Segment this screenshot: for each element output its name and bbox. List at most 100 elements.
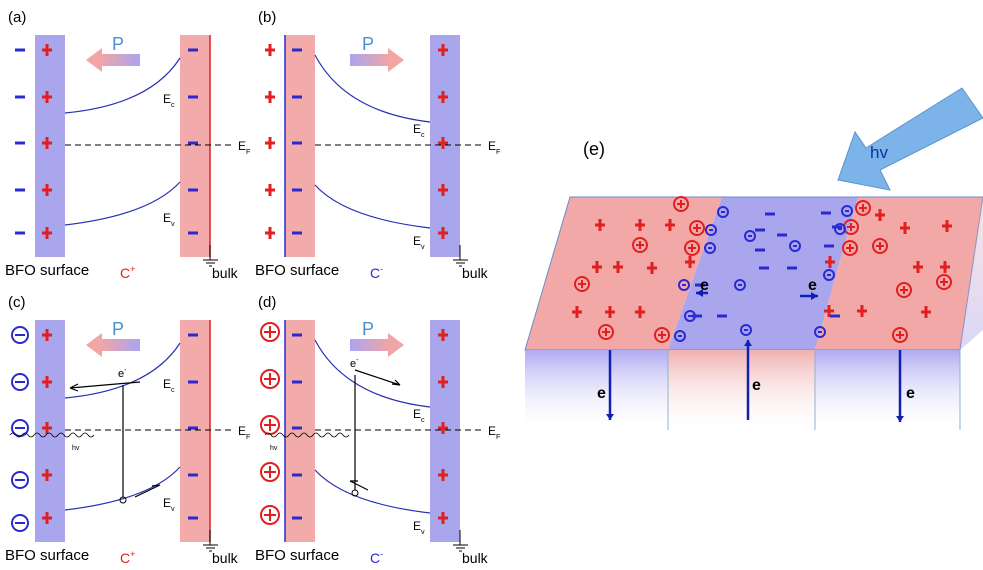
energy-label: Ev xyxy=(163,496,175,513)
figure: (a)PEcEFEvBFO surfaceC+bulk(b)PEcEFEvBFO… xyxy=(0,0,983,565)
front-blue-right xyxy=(815,350,960,435)
panel-label: (b) xyxy=(258,9,276,26)
p-arrow xyxy=(350,54,390,66)
label-script: F xyxy=(496,147,501,156)
right-layer xyxy=(180,35,210,257)
light-label: hv xyxy=(72,445,80,452)
label-main: E xyxy=(488,139,496,153)
carrier-sup: - xyxy=(380,264,383,274)
label-main: E xyxy=(163,377,171,391)
light-label: hv xyxy=(870,143,888,162)
panel-label: (e) xyxy=(583,139,605,159)
bulk-label: bulk xyxy=(462,265,489,281)
p-label: P xyxy=(112,319,124,339)
label-main: E xyxy=(413,407,421,421)
energy-label: Ev xyxy=(163,211,175,228)
energy-label: EF xyxy=(488,139,501,156)
label-main: E xyxy=(413,234,421,248)
energy-label: Ec xyxy=(413,407,425,424)
energy-label: Ev xyxy=(413,234,425,251)
label-script: v xyxy=(171,219,175,228)
left-layer xyxy=(285,35,315,257)
energy-label: EF xyxy=(238,139,251,156)
bulk-label: bulk xyxy=(212,550,239,565)
p-label: P xyxy=(362,34,374,54)
light-label: hv xyxy=(270,445,278,452)
panel-label: (c) xyxy=(8,294,26,311)
valence-band xyxy=(315,185,430,228)
surface-label: BFO surface xyxy=(5,547,89,564)
carrier-sup: + xyxy=(130,549,135,559)
carrier-label: C+ xyxy=(120,264,135,281)
p-arrow-head xyxy=(86,48,102,72)
energy-label: Ec xyxy=(413,122,425,139)
p-arrow xyxy=(100,339,140,351)
panel-label: (a) xyxy=(8,9,26,26)
p-arrow-head xyxy=(86,333,102,357)
label-script: F xyxy=(246,432,251,441)
energy-label: Ev xyxy=(413,519,425,536)
energy-label: Ec xyxy=(163,92,175,109)
label-main: E xyxy=(238,139,246,153)
energy-label: EF xyxy=(488,424,501,441)
surface-label: BFO surface xyxy=(255,262,339,279)
electron-label: e xyxy=(752,377,761,394)
label-main: E xyxy=(163,92,171,106)
label-script: c xyxy=(421,415,425,424)
energy-label: Ec xyxy=(163,377,175,394)
hole xyxy=(120,497,126,503)
panel: (c)PEcEFEvBFO surfaceC+bulkhve- xyxy=(5,294,251,565)
p-arrow xyxy=(350,339,390,351)
left-layer xyxy=(285,320,315,542)
hole xyxy=(352,490,358,496)
carrier-sup: + xyxy=(130,264,135,274)
valence-band xyxy=(315,470,430,513)
label-main: E xyxy=(238,424,246,438)
carrier-sup: - xyxy=(380,549,383,559)
carrier-main: C xyxy=(370,550,380,565)
left-layer xyxy=(35,320,65,542)
electron-arrow xyxy=(70,382,140,391)
left-layer xyxy=(35,35,65,257)
electron-label: e xyxy=(906,385,915,402)
electron-arrow xyxy=(355,370,400,385)
domain-diagram: (e)hveeeee xyxy=(525,88,983,435)
hole-arrow xyxy=(350,481,368,490)
electron-label: e xyxy=(597,385,606,402)
label-main: E xyxy=(488,424,496,438)
carrier-label: C- xyxy=(370,264,383,281)
bulk-label: bulk xyxy=(212,265,239,281)
label-script: c xyxy=(171,100,175,109)
label-script: v xyxy=(421,242,425,251)
e-sup: - xyxy=(356,357,359,364)
energy-label: EF xyxy=(238,424,251,441)
p-label: P xyxy=(112,34,124,54)
label-main: E xyxy=(163,496,171,510)
carrier-label: C- xyxy=(370,549,383,565)
e-sup: - xyxy=(124,367,127,374)
right-layer xyxy=(430,320,460,542)
electron-label: e xyxy=(700,277,709,294)
carrier-main: C xyxy=(120,550,130,565)
carrier-main: C xyxy=(120,265,130,281)
carrier-label: C+ xyxy=(120,549,135,565)
light-arrow xyxy=(838,88,983,190)
label-script: v xyxy=(171,504,175,513)
bulk-label: bulk xyxy=(462,550,489,565)
p-arrow-head xyxy=(388,48,404,72)
label-main: E xyxy=(413,519,421,533)
p-label: P xyxy=(362,319,374,339)
panel: (a)PEcEFEvBFO surfaceC+bulk xyxy=(5,9,251,281)
label-script: F xyxy=(246,147,251,156)
electron-label: e- xyxy=(118,367,127,380)
label-script: c xyxy=(171,385,175,394)
carrier-main: C xyxy=(370,265,380,281)
surface-label: BFO surface xyxy=(5,262,89,279)
label-script: c xyxy=(421,130,425,139)
right-layer xyxy=(430,35,460,257)
right-layer xyxy=(180,320,210,542)
electron-label: e- xyxy=(350,357,359,370)
